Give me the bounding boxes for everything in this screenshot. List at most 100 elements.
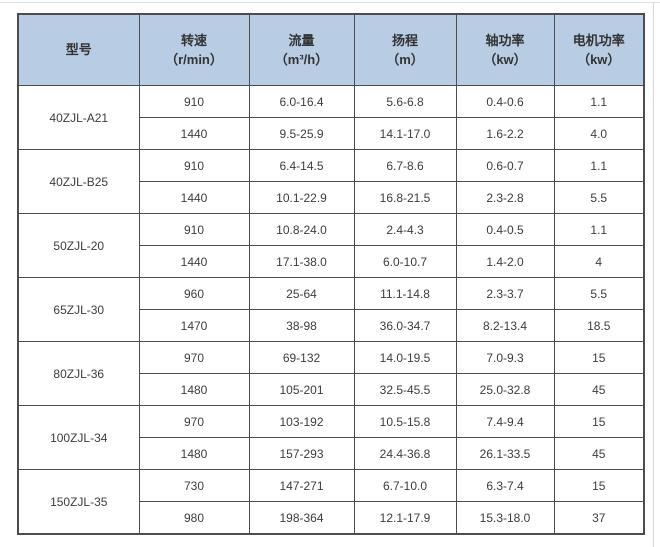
value-cell-motor-power: 15 <box>553 405 645 438</box>
value-cell-flow: 103-192 <box>248 405 355 438</box>
table-row: 1480 157-293 24.4-36.8 26.1-33.5 45 <box>18 437 645 470</box>
column-title: 轴功率 <box>485 32 525 48</box>
value-cell-shaft-power: 6.3-7.4 <box>455 469 555 502</box>
value-cell-shaft-power: 0.6-0.7 <box>455 149 555 182</box>
model-cell: 150ZJL-35 <box>17 469 140 535</box>
table-row: 1480 105-201 32.5-45.5 25.0-32.8 45 <box>18 373 645 406</box>
pump-spec-table: 型号 转速 （r/min） 流量 （m³/h） 扬程 （m） 轴功率 （kw） 电机功率 （kw） … <box>17 13 645 535</box>
table-row: 65ZJL-30 960 25-64 11.1-14.8 2.3-3.7 5.5 <box>17 277 645 342</box>
value-cell-speed: 970 <box>138 341 250 374</box>
column-title: 扬程 <box>391 32 418 48</box>
value-cell-flow: 147-271 <box>248 469 355 502</box>
value-cell-shaft-power: 7.4-9.4 <box>455 405 555 438</box>
value-cell-shaft-power: 2.3-3.7 <box>455 277 555 310</box>
model-cell: 100ZJL-34 <box>17 405 140 470</box>
value-cell-shaft-power: 8.2-13.4 <box>455 309 555 342</box>
value-cell-shaft-power: 25.0-32.8 <box>455 373 555 406</box>
value-cell-shaft-power: 0.4-0.5 <box>455 213 555 246</box>
model-cell: 65ZJL-30 <box>17 277 140 342</box>
table-row: 40ZJL-A21 910 6.0-16.4 5.6-6.8 0.4-0.6 1.1 <box>17 85 645 150</box>
column-header-head: 扬程 （m） <box>353 13 457 86</box>
page-edge-right <box>653 2 654 547</box>
value-cell-shaft-power: 1.6-2.2 <box>455 117 555 150</box>
model-cell: 40ZJL-A21 <box>17 85 140 150</box>
column-unit: （kw） <box>483 52 527 67</box>
value-cell-speed: 970 <box>138 405 250 438</box>
value-cell-shaft-power: 1.4-2.0 <box>455 245 555 278</box>
column-title: 电机功率 <box>572 32 625 48</box>
value-cell-flow: 10.8-24.0 <box>248 213 355 246</box>
value-cell-shaft-power: 2.3-2.8 <box>455 181 555 214</box>
column-title: 转速 <box>180 32 207 48</box>
value-cell-head: 6.0-10.7 <box>353 245 457 278</box>
model-cell: 50ZJL-20 <box>17 213 140 278</box>
column-title: 流量 <box>288 32 315 48</box>
column-unit: （kw） <box>577 52 621 67</box>
value-cell-flow: 10.1-22.9 <box>248 181 355 214</box>
table-row: 1470 38-98 36.0-34.7 8.2-13.4 18.5 <box>18 309 645 342</box>
value-cell-flow: 25-64 <box>248 277 355 310</box>
value-cell-shaft-power: 15.3-18.0 <box>455 501 555 535</box>
value-cell-flow: 6.4-14.5 <box>248 149 355 182</box>
value-cell-flow: 17.1-38.0 <box>248 245 355 278</box>
table-row: 100ZJL-34 970 103-192 10.5-15.8 7.4-9.4 15 <box>17 405 645 470</box>
model-cell: 80ZJL-36 <box>17 341 140 406</box>
value-cell-head: 36.0-34.7 <box>353 309 457 342</box>
value-cell-motor-power: 4.0 <box>553 117 645 150</box>
value-cell-motor-power: 5.5 <box>553 181 645 214</box>
value-cell-speed: 980 <box>138 501 250 535</box>
value-cell-head: 14.1-17.0 <box>353 117 457 150</box>
value-cell-speed: 1470 <box>138 309 250 342</box>
value-cell-flow: 157-293 <box>248 437 355 470</box>
value-cell-shaft-power: 0.4-0.6 <box>455 85 555 118</box>
table-row: 150ZJL-35 730 147-271 6.7-10.0 6.3-7.4 15 <box>17 469 645 535</box>
table-row: 1440 9.5-25.9 14.1-17.0 1.6-2.2 4.0 <box>18 117 645 150</box>
value-cell-speed: 910 <box>138 213 250 246</box>
value-cell-head: 6.7-8.6 <box>353 149 457 182</box>
value-cell-motor-power: 15 <box>553 469 645 502</box>
column-unit: （r/min） <box>165 52 223 67</box>
value-cell-motor-power: 15 <box>553 341 645 374</box>
value-cell-motor-power: 1.1 <box>553 85 645 118</box>
column-header-model: 型号 <box>17 13 140 86</box>
column-header-flow: 流量 （m³/h） <box>248 13 355 86</box>
value-cell-head: 16.8-21.5 <box>353 181 457 214</box>
value-cell-head: 32.5-45.5 <box>353 373 457 406</box>
value-cell-head: 5.6-6.8 <box>353 85 457 118</box>
value-cell-speed: 910 <box>138 85 250 118</box>
value-cell-head: 10.5-15.8 <box>353 405 457 438</box>
value-cell-motor-power: 1.1 <box>553 149 645 182</box>
value-cell-shaft-power: 26.1-33.5 <box>455 437 555 470</box>
value-cell-speed: 960 <box>138 277 250 310</box>
value-cell-speed: 1440 <box>138 181 250 214</box>
value-cell-head: 12.1-17.9 <box>353 501 457 535</box>
value-cell-motor-power: 45 <box>553 437 645 470</box>
value-cell-flow: 198-364 <box>248 501 355 535</box>
table-row: 80ZJL-36 970 69-132 14.0-19.5 7.0-9.3 15 <box>17 341 645 406</box>
column-unit: （m） <box>386 52 424 67</box>
value-cell-head: 24.4-36.8 <box>353 437 457 470</box>
table-row: 1440 17.1-38.0 6.0-10.7 1.4-2.0 4 <box>18 245 645 278</box>
value-cell-flow: 105-201 <box>248 373 355 406</box>
value-cell-speed: 1480 <box>138 373 250 406</box>
value-cell-speed: 730 <box>138 469 250 502</box>
value-cell-head: 2.4-4.3 <box>353 213 457 246</box>
column-title: 型号 <box>65 42 92 58</box>
table-row: 980 198-364 12.1-17.9 15.3-18.0 37 <box>18 501 645 535</box>
page-edge-top <box>0 2 660 3</box>
value-cell-motor-power: 37 <box>553 501 645 535</box>
value-cell-flow: 38-98 <box>248 309 355 342</box>
table-row: 50ZJL-20 910 10.8-24.0 2.4-4.3 0.4-0.5 1.1 <box>17 213 645 278</box>
table-row: 40ZJL-B25 910 6.4-14.5 6.7-8.6 0.6-0.7 1.1 <box>17 149 645 214</box>
value-cell-flow: 69-132 <box>248 341 355 374</box>
value-cell-head: 11.1-14.8 <box>353 277 457 310</box>
column-header-speed: 转速 （r/min） <box>138 13 250 86</box>
model-cell: 40ZJL-B25 <box>17 149 140 214</box>
value-cell-speed: 1480 <box>138 437 250 470</box>
value-cell-motor-power: 45 <box>553 373 645 406</box>
column-header-motor-power: 电机功率 （kw） <box>553 13 645 86</box>
value-cell-head: 6.7-10.0 <box>353 469 457 502</box>
value-cell-speed: 1440 <box>138 245 250 278</box>
value-cell-shaft-power: 7.0-9.3 <box>455 341 555 374</box>
